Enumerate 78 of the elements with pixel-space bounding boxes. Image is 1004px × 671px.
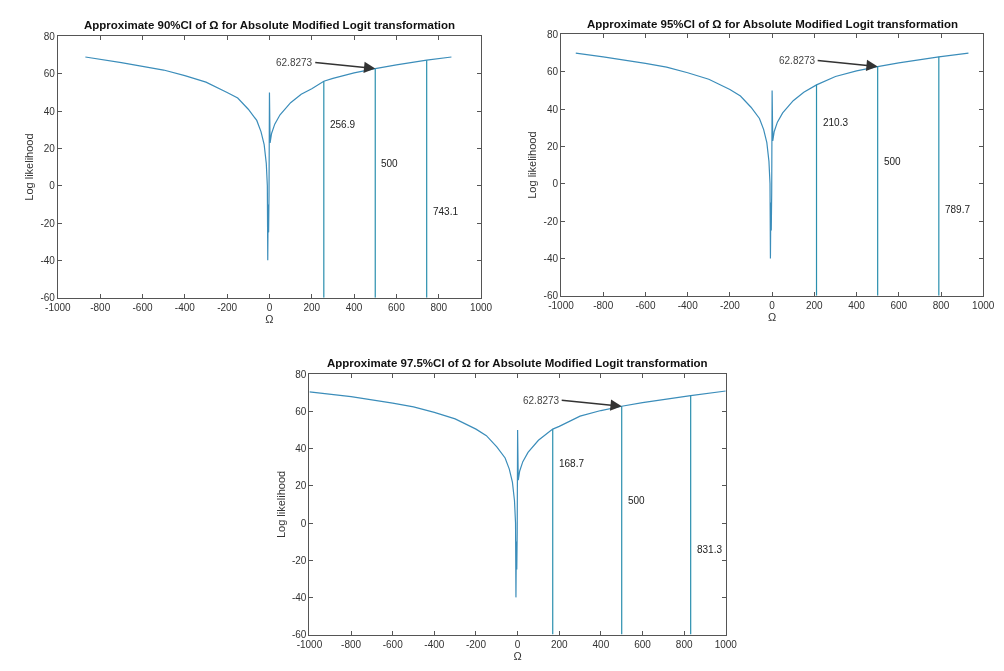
y-tick-label: -40	[291, 591, 307, 603]
y-tick-label: 0	[300, 517, 307, 529]
x-axis-title: Ω	[513, 649, 522, 662]
annotation: 62.8273	[523, 395, 560, 406]
x-tick-label: 0	[514, 638, 521, 650]
x-tick-label: 800	[932, 299, 950, 311]
y-tick-label: 0	[49, 180, 56, 192]
chart-title: Approximate 90%CI of Ω for Absolute Modified Logit transformation	[84, 19, 456, 31]
x-tick-label: 400	[592, 638, 610, 650]
x-tick-label: 600	[388, 301, 406, 313]
x-tick-label: 1000	[469, 301, 493, 313]
annotation: 500	[628, 495, 646, 506]
annotation: 210.3	[823, 117, 849, 128]
x-tick-label: -400	[424, 638, 445, 650]
x-tick-label: 400	[345, 301, 363, 313]
y-tick-label: 60	[295, 405, 307, 417]
y-tick-label: -20	[291, 554, 307, 566]
x-tick-label: 200	[303, 301, 321, 313]
y-tick-label: 20	[546, 140, 559, 152]
x-axis-title: Ω	[265, 312, 274, 325]
annotation: 789.7	[945, 204, 971, 215]
x-tick-label: 200	[805, 299, 824, 311]
y-tick-label: 60	[43, 68, 56, 80]
x-tick-label: -400	[174, 301, 196, 313]
y-tick-label: 20	[295, 480, 307, 492]
annotation: 743.1	[433, 206, 459, 217]
chart-title: Approximate 97.5%CI of Ω for Absolute Modified Logit transformation	[327, 357, 708, 369]
x-tick-label: -200	[719, 299, 741, 311]
y-tick-label: -60	[40, 292, 56, 304]
x-tick-label: -600	[132, 301, 153, 313]
x-tick-label: 1000	[714, 638, 738, 650]
y-tick-label: 0	[552, 178, 559, 190]
x-tick-label: 600	[634, 638, 652, 650]
x-tick-label: 800	[675, 638, 693, 650]
y-tick-label: 80	[43, 30, 56, 42]
x-tick-label: -600	[635, 299, 656, 311]
y-tick-label: -60	[543, 290, 559, 302]
x-tick-label: -800	[341, 638, 362, 650]
x-tick-label: 0	[266, 301, 273, 313]
annotation: 500	[381, 158, 399, 169]
x-tick-label: 600	[890, 299, 908, 311]
y-axis-title: Log likelihood	[526, 131, 539, 199]
y-tick-label: 80	[546, 28, 559, 40]
y-tick-label: 60	[546, 66, 559, 78]
x-tick-label: -600	[382, 638, 404, 650]
x-tick-label: 400	[848, 299, 866, 311]
y-tick-label: -40	[543, 252, 559, 264]
y-tick-label: -20	[40, 217, 56, 229]
y-axis-title: Log likelihood	[23, 133, 36, 201]
y-tick-label: 20	[43, 142, 56, 154]
annotation: 831.3	[697, 544, 723, 555]
x-tick-label: -800	[593, 299, 614, 311]
y-tick-label: 80	[295, 368, 307, 380]
annotation: 500	[884, 156, 902, 167]
y-axis-title: Log likelihood	[274, 470, 287, 539]
y-tick-label: 40	[546, 103, 559, 115]
x-tick-label: 800	[430, 301, 448, 313]
x-tick-label: -1000	[296, 638, 323, 650]
x-tick-label: -1000	[45, 301, 72, 313]
annotation: 62.8273	[276, 57, 313, 68]
x-axis-title: Ω	[768, 310, 777, 323]
x-tick-label: -1000	[548, 299, 575, 311]
x-tick-label: 200	[550, 638, 569, 650]
x-tick-label: 1000	[972, 299, 995, 311]
annotation: 256.9	[330, 119, 356, 130]
y-tick-label: -20	[543, 215, 559, 227]
chart-title: Approximate 95%CI of Ω for Absolute Modified Logit transformation	[587, 18, 959, 30]
y-tick-label: 40	[43, 105, 56, 117]
x-tick-label: 0	[769, 299, 776, 311]
x-tick-label: -800	[90, 301, 111, 313]
y-tick-label: -40	[40, 254, 56, 266]
annotation: 168.7	[559, 458, 585, 469]
x-tick-label: -400	[677, 299, 699, 311]
y-tick-label: -60	[291, 629, 307, 641]
annotation: 62.8273	[779, 55, 816, 66]
x-tick-label: -200	[465, 638, 487, 650]
x-tick-label: -200	[217, 301, 238, 313]
y-tick-label: 40	[295, 443, 307, 455]
